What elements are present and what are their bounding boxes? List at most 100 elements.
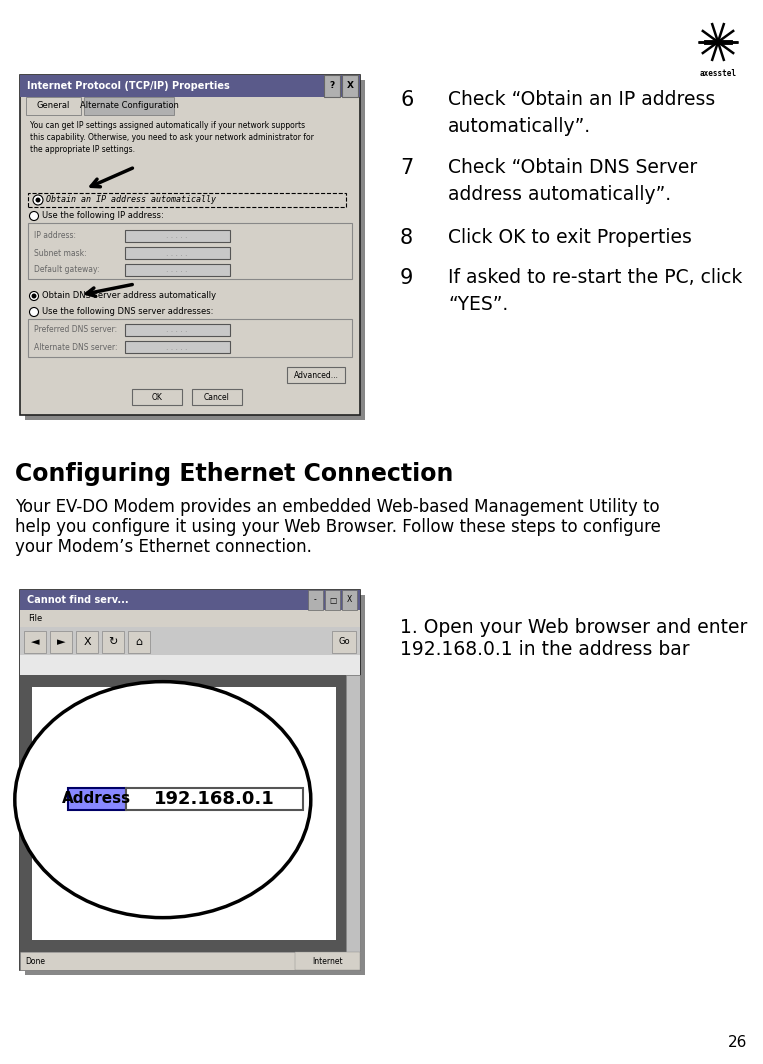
Text: 7: 7 [400, 157, 414, 178]
Bar [20, 74, 360, 97]
Text: Use the following DNS server addresses:: Use the following DNS server addresses: [42, 307, 214, 316]
Bar [28, 223, 352, 279]
Text: your Modem’s Ethernet connection.: your Modem’s Ethernet connection. [15, 538, 312, 556]
Bar [342, 591, 357, 610]
Text: Done: Done [25, 957, 45, 965]
Ellipse shape [14, 682, 311, 917]
Text: help you configure it using your Web Browser. Follow these steps to configure: help you configure it using your Web Bro… [15, 518, 661, 536]
Bar [50, 631, 72, 653]
Bar [287, 367, 345, 383]
Text: File: File [28, 614, 42, 624]
Text: 6: 6 [400, 90, 414, 110]
Text: Alternate Configuration: Alternate Configuration [79, 101, 179, 111]
Text: Internet Protocol (TCP/IP) Properties: Internet Protocol (TCP/IP) Properties [27, 81, 230, 92]
Circle shape [30, 307, 38, 316]
Text: 26: 26 [729, 1035, 748, 1050]
Text: Cannot find serv...: Cannot find serv... [27, 595, 129, 605]
Text: Your EV-DO Modem provides an embedded Web-based Management Utility to: Your EV-DO Modem provides an embedded We… [15, 498, 660, 516]
Bar [25, 80, 365, 420]
Text: X: X [347, 596, 353, 604]
Text: Internet: Internet [313, 957, 343, 965]
Text: 192.168.0.1: 192.168.0.1 [154, 789, 275, 808]
Text: . . . . .: . . . . . [166, 232, 188, 240]
Text: ⌂: ⌂ [136, 637, 143, 647]
Bar [102, 631, 124, 653]
Bar [125, 230, 230, 242]
Text: Obtain an IP address automatically: Obtain an IP address automatically [46, 196, 216, 204]
Text: Address: Address [63, 792, 131, 807]
Bar [20, 952, 360, 970]
Text: Check “Obtain an IP address
automatically”.: Check “Obtain an IP address automaticall… [448, 90, 715, 135]
Bar [125, 264, 230, 276]
Text: Advanced...: Advanced... [294, 370, 339, 380]
Text: Preferred DNS server:: Preferred DNS server: [34, 326, 118, 334]
Bar [28, 319, 352, 358]
Circle shape [30, 212, 38, 220]
Bar [20, 610, 360, 627]
Bar [20, 675, 360, 952]
Bar [84, 97, 174, 115]
Circle shape [31, 294, 37, 299]
Text: 1. Open your Web browser and enter: 1. Open your Web browser and enter [400, 618, 748, 637]
Bar [32, 687, 336, 940]
Bar [324, 74, 340, 97]
Text: Default gateway:: Default gateway: [34, 266, 99, 275]
Bar [20, 627, 360, 655]
Bar [132, 389, 182, 405]
Bar [125, 325, 230, 336]
Bar [125, 247, 230, 259]
Circle shape [30, 292, 38, 300]
Bar [25, 595, 365, 975]
Bar [126, 787, 303, 810]
Bar [20, 591, 360, 610]
Bar [125, 340, 230, 353]
Bar [20, 655, 360, 675]
Text: Configuring Ethernet Connection: Configuring Ethernet Connection [15, 462, 453, 486]
Text: Go: Go [338, 637, 349, 647]
Text: . . . . .: . . . . . [166, 326, 188, 334]
Text: Alternate DNS server:: Alternate DNS server: [34, 343, 118, 351]
Text: 9: 9 [400, 268, 414, 288]
Bar [26, 97, 81, 115]
Text: Subnet mask:: Subnet mask: [34, 249, 87, 257]
Bar [295, 952, 360, 970]
Bar [308, 591, 323, 610]
Text: . . . . .: . . . . . [166, 249, 188, 257]
Text: Use the following IP address:: Use the following IP address: [42, 212, 164, 220]
Text: Click OK to exit Properties: Click OK to exit Properties [448, 228, 692, 247]
Text: . . . . .: . . . . . [166, 343, 188, 351]
Text: If asked to re-start the PC, click
“YES”.: If asked to re-start the PC, click “YES”… [448, 268, 742, 314]
Text: Obtain DNS server address automatically: Obtain DNS server address automatically [42, 292, 216, 300]
Bar [20, 74, 360, 415]
Text: You can get IP settings assigned automatically if your network supports
this cap: You can get IP settings assigned automat… [30, 121, 314, 153]
Bar [24, 631, 46, 653]
Bar [342, 74, 358, 97]
Text: ?: ? [330, 82, 335, 90]
Bar [76, 631, 98, 653]
Bar [128, 631, 150, 653]
Text: OK: OK [152, 393, 163, 401]
Text: X: X [346, 82, 353, 90]
Text: . . . . .: . . . . . [166, 266, 188, 275]
Bar [68, 787, 126, 810]
Text: ►: ► [56, 637, 66, 647]
Bar [332, 631, 356, 653]
Text: Cancel: Cancel [204, 393, 230, 401]
Text: Check “Obtain DNS Server
address automatically”.: Check “Obtain DNS Server address automat… [448, 157, 697, 203]
Text: 192.168.0.1 in the address bar: 192.168.0.1 in the address bar [400, 641, 690, 659]
Circle shape [36, 198, 40, 202]
Text: axesstel: axesstel [700, 69, 736, 78]
Circle shape [33, 195, 43, 205]
Text: ◄: ◄ [31, 637, 39, 647]
Text: IP address:: IP address: [34, 232, 76, 240]
Text: -: - [314, 596, 317, 604]
Bar [192, 389, 242, 405]
Text: General: General [37, 101, 70, 111]
Text: □: □ [329, 596, 336, 604]
Bar [325, 591, 340, 610]
Text: ↻: ↻ [108, 637, 118, 647]
Text: X: X [83, 637, 91, 647]
Text: 8: 8 [400, 228, 413, 248]
Bar [20, 591, 360, 970]
Bar [28, 193, 346, 207]
